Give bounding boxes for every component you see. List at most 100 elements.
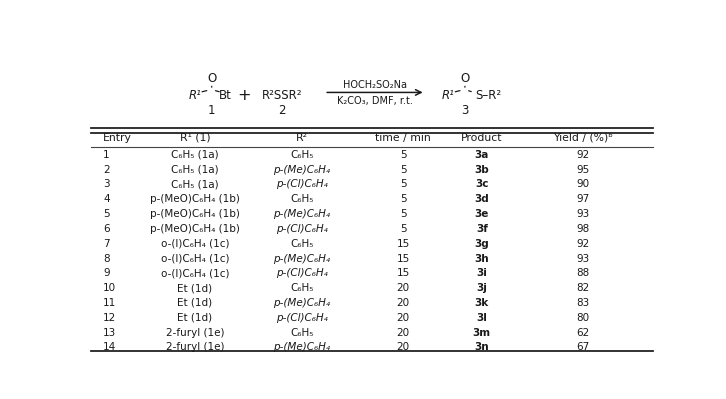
Text: 20: 20 bbox=[396, 298, 409, 308]
Text: p-(Cl)C₆H₄: p-(Cl)C₆H₄ bbox=[276, 180, 327, 190]
Text: p-(Me)C₆H₄: p-(Me)C₆H₄ bbox=[273, 165, 330, 175]
Text: 8: 8 bbox=[103, 253, 110, 263]
Text: 1: 1 bbox=[103, 150, 110, 160]
Text: 62: 62 bbox=[576, 328, 590, 338]
Text: p-(MeO)C₆H₄ (1b): p-(MeO)C₆H₄ (1b) bbox=[150, 209, 240, 219]
Text: 3k: 3k bbox=[475, 298, 489, 308]
Text: Et (1d): Et (1d) bbox=[177, 298, 213, 308]
Text: R²: R² bbox=[295, 132, 308, 142]
Text: C₆H₅ (1a): C₆H₅ (1a) bbox=[171, 150, 219, 160]
Text: 3i: 3i bbox=[476, 269, 487, 279]
Text: 20: 20 bbox=[396, 342, 409, 352]
Text: 3g: 3g bbox=[474, 239, 489, 249]
Text: Et (1d): Et (1d) bbox=[177, 283, 213, 293]
Text: R¹ (1): R¹ (1) bbox=[179, 132, 210, 142]
Text: 5: 5 bbox=[400, 224, 407, 234]
Text: 3: 3 bbox=[461, 105, 468, 117]
Text: C₆H₅ (1a): C₆H₅ (1a) bbox=[171, 180, 219, 190]
Text: 93: 93 bbox=[576, 253, 590, 263]
Text: R¹: R¹ bbox=[189, 89, 201, 102]
Text: 97: 97 bbox=[576, 194, 590, 204]
Text: 3m: 3m bbox=[473, 328, 491, 338]
Text: Entry: Entry bbox=[103, 132, 132, 142]
Text: R²SSR²: R²SSR² bbox=[262, 89, 302, 102]
Text: 95: 95 bbox=[576, 165, 590, 175]
Text: 12: 12 bbox=[103, 313, 116, 323]
Text: p-(MeO)C₆H₄ (1b): p-(MeO)C₆H₄ (1b) bbox=[150, 224, 240, 234]
Text: p-(Me)C₆H₄: p-(Me)C₆H₄ bbox=[273, 342, 330, 352]
Text: 3: 3 bbox=[103, 180, 110, 190]
Text: o-(I)C₆H₄ (1c): o-(I)C₆H₄ (1c) bbox=[160, 239, 229, 249]
Text: 5: 5 bbox=[400, 150, 407, 160]
Text: 88: 88 bbox=[576, 269, 590, 279]
Text: 3f: 3f bbox=[476, 224, 488, 234]
Text: C₆H₅: C₆H₅ bbox=[290, 150, 314, 160]
Text: 82: 82 bbox=[576, 283, 590, 293]
Text: S–R²: S–R² bbox=[475, 89, 501, 102]
Text: +: + bbox=[237, 88, 250, 103]
Text: O: O bbox=[207, 72, 216, 85]
Text: 4: 4 bbox=[103, 194, 110, 204]
Text: 3n: 3n bbox=[475, 342, 489, 352]
Text: p-(Me)C₆H₄: p-(Me)C₆H₄ bbox=[273, 298, 330, 308]
Text: 9: 9 bbox=[103, 269, 110, 279]
Text: p-(Cl)C₆H₄: p-(Cl)C₆H₄ bbox=[276, 224, 327, 234]
Text: 15: 15 bbox=[396, 269, 409, 279]
Text: 5: 5 bbox=[400, 194, 407, 204]
Text: 14: 14 bbox=[103, 342, 116, 352]
Text: 3b: 3b bbox=[474, 165, 489, 175]
Text: 92: 92 bbox=[576, 150, 590, 160]
Text: 20: 20 bbox=[396, 313, 409, 323]
Text: 7: 7 bbox=[103, 239, 110, 249]
Text: 67: 67 bbox=[576, 342, 590, 352]
Text: 13: 13 bbox=[103, 328, 116, 338]
Text: o-(I)C₆H₄ (1c): o-(I)C₆H₄ (1c) bbox=[160, 269, 229, 279]
Text: 2: 2 bbox=[103, 165, 110, 175]
Text: HOCH₂SO₂Na: HOCH₂SO₂Na bbox=[343, 80, 407, 90]
Text: 80: 80 bbox=[576, 313, 590, 323]
Text: K₂CO₃, DMF, r.t.: K₂CO₃, DMF, r.t. bbox=[337, 96, 413, 106]
Text: 5: 5 bbox=[400, 209, 407, 219]
Text: 6: 6 bbox=[103, 224, 110, 234]
Text: o-(I)C₆H₄ (1c): o-(I)C₆H₄ (1c) bbox=[160, 253, 229, 263]
Text: 2-furyl (1e): 2-furyl (1e) bbox=[166, 328, 224, 338]
Text: 3a: 3a bbox=[475, 150, 489, 160]
Text: p-(Cl)C₆H₄: p-(Cl)C₆H₄ bbox=[276, 313, 327, 323]
Text: 20: 20 bbox=[396, 283, 409, 293]
Text: R¹: R¹ bbox=[441, 89, 454, 102]
Text: 83: 83 bbox=[576, 298, 590, 308]
Text: 15: 15 bbox=[396, 253, 409, 263]
Text: p-(Me)C₆H₄: p-(Me)C₆H₄ bbox=[273, 209, 330, 219]
Text: C₆H₅: C₆H₅ bbox=[290, 239, 314, 249]
Text: 15: 15 bbox=[396, 239, 409, 249]
Text: 3c: 3c bbox=[475, 180, 489, 190]
Text: 2-furyl (1e): 2-furyl (1e) bbox=[166, 342, 224, 352]
Text: 5: 5 bbox=[400, 180, 407, 190]
Text: O: O bbox=[460, 72, 470, 85]
Text: 3e: 3e bbox=[475, 209, 489, 219]
Text: C₆H₅: C₆H₅ bbox=[290, 194, 314, 204]
Text: 20: 20 bbox=[396, 328, 409, 338]
Text: 3j: 3j bbox=[476, 283, 487, 293]
Text: 10: 10 bbox=[103, 283, 116, 293]
Text: 3d: 3d bbox=[474, 194, 489, 204]
Text: C₆H₅ (1a): C₆H₅ (1a) bbox=[171, 165, 219, 175]
Text: C₆H₅: C₆H₅ bbox=[290, 328, 314, 338]
Text: 93: 93 bbox=[576, 209, 590, 219]
Text: p-(MeO)C₆H₄ (1b): p-(MeO)C₆H₄ (1b) bbox=[150, 194, 240, 204]
Text: C₆H₅: C₆H₅ bbox=[290, 283, 314, 293]
Text: time / min: time / min bbox=[375, 132, 431, 142]
Text: 3h: 3h bbox=[475, 253, 489, 263]
Text: 98: 98 bbox=[576, 224, 590, 234]
Text: p-(Me)C₆H₄: p-(Me)C₆H₄ bbox=[273, 253, 330, 263]
Text: 3l: 3l bbox=[476, 313, 487, 323]
Text: p-(Cl)C₆H₄: p-(Cl)C₆H₄ bbox=[276, 269, 327, 279]
Text: 92: 92 bbox=[576, 239, 590, 249]
Text: 5: 5 bbox=[400, 165, 407, 175]
Text: Yield / (%)ᵇ: Yield / (%)ᵇ bbox=[553, 132, 613, 142]
Text: Bt: Bt bbox=[219, 89, 232, 102]
Text: Product: Product bbox=[461, 132, 502, 142]
Text: Et (1d): Et (1d) bbox=[177, 313, 213, 323]
Text: 11: 11 bbox=[103, 298, 116, 308]
Text: 1: 1 bbox=[208, 105, 216, 117]
